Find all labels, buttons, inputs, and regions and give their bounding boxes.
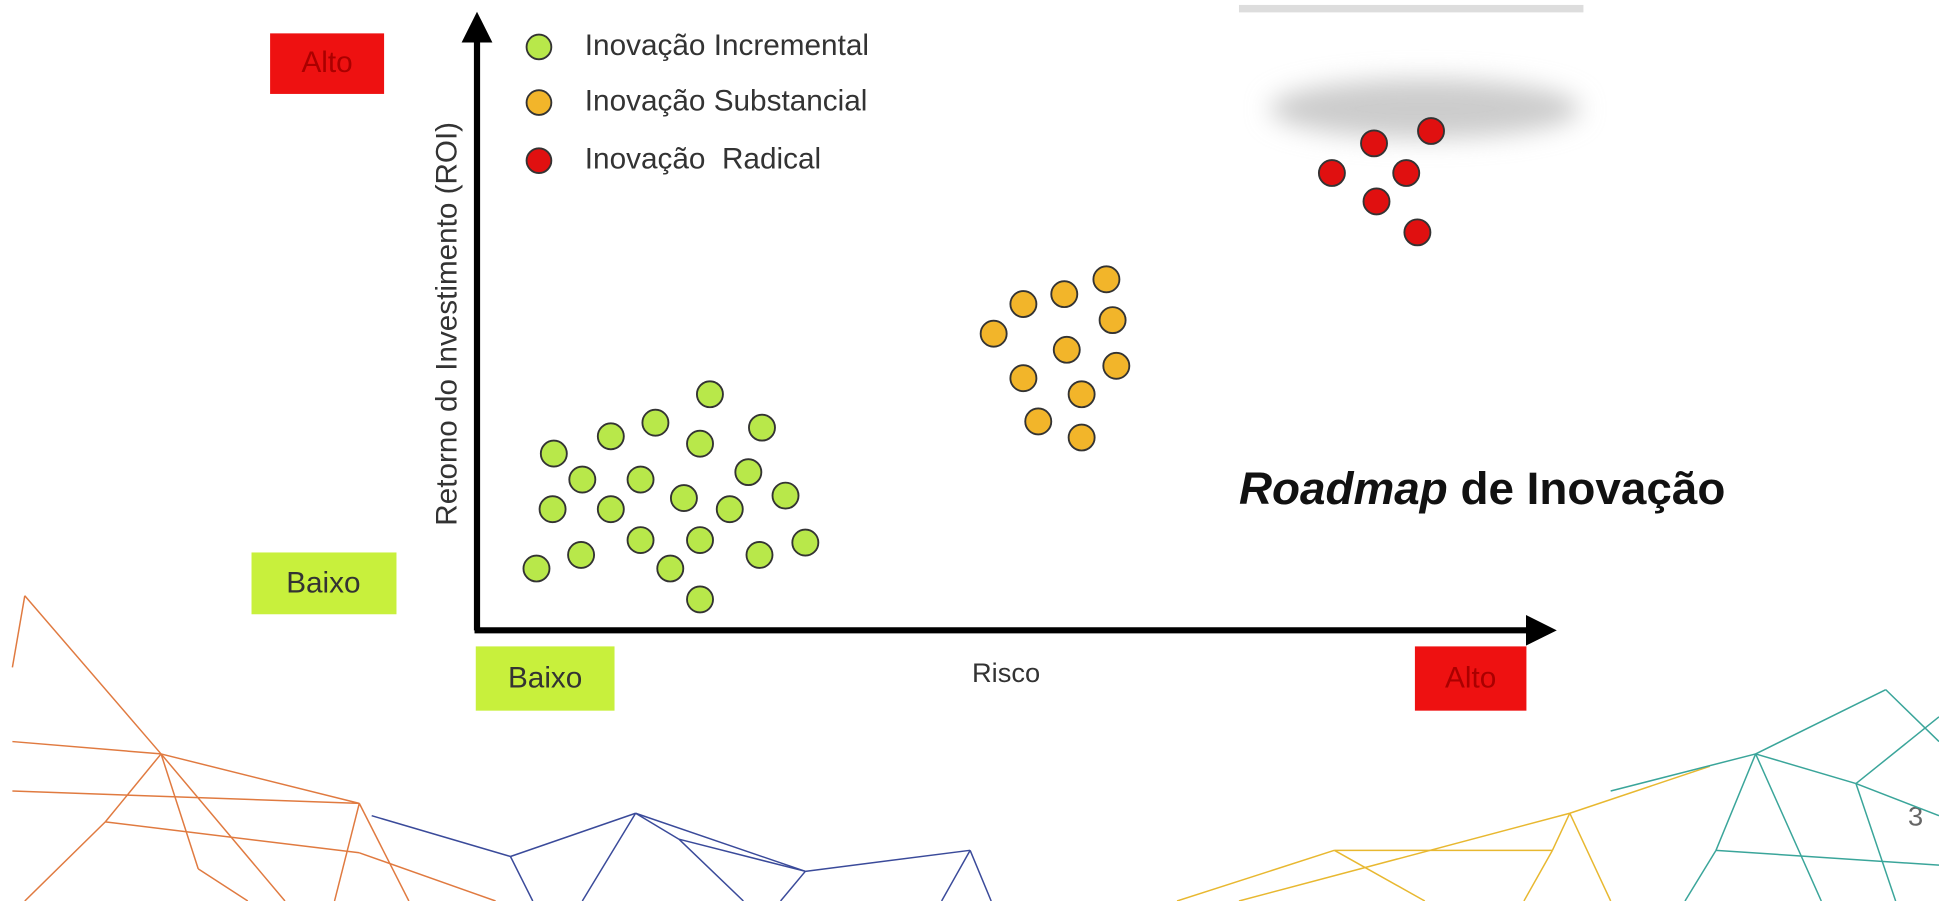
dot: [695, 380, 724, 409]
dot: [568, 465, 597, 494]
y-axis-label: Retorno do Investimento (ROI): [430, 122, 463, 526]
dot: [538, 495, 567, 524]
dot: [1362, 187, 1391, 216]
dot: [1067, 380, 1096, 409]
dot: [626, 465, 655, 494]
dot: [1417, 117, 1445, 145]
slide-title: Roadmap de Inovação: [1239, 463, 1725, 514]
dot: [1098, 306, 1127, 335]
dot: [567, 541, 596, 569]
decoration: [1610, 688, 1939, 901]
legend-label: Inovação Substancial: [585, 84, 868, 117]
dot: [1050, 280, 1079, 309]
dot: [596, 495, 625, 524]
title-rest: de Inovação: [1460, 463, 1725, 514]
dot: [771, 481, 800, 510]
x-low: Baixo: [508, 662, 582, 695]
high-box: [1414, 646, 1527, 711]
dot: [1317, 159, 1346, 187]
dot: [1009, 290, 1038, 318]
dot: [1067, 423, 1096, 452]
dot: [669, 484, 698, 512]
legend-label: Inovação Incremental: [585, 29, 869, 62]
y-low: Baixo: [286, 566, 360, 599]
dot: [715, 495, 744, 524]
legend-marker: [525, 89, 553, 116]
high-box: [270, 33, 385, 94]
artifact: [1238, 4, 1584, 13]
dot: [539, 439, 568, 468]
legend-label: Inovação Radical: [585, 143, 821, 176]
low-box: [475, 646, 615, 711]
dot: [979, 319, 1008, 348]
legend-marker: [525, 147, 553, 174]
artifact: [1269, 79, 1580, 139]
dot: [1102, 351, 1131, 380]
dot: [1092, 265, 1121, 294]
dot: [748, 413, 776, 442]
decoration: [371, 812, 992, 901]
dot: [1009, 364, 1038, 393]
dot: [1052, 335, 1081, 364]
x-axis-label: Risco: [972, 657, 1040, 688]
x-high: Alto: [1445, 662, 1496, 695]
dot: [1024, 407, 1053, 436]
title-italic: Roadmap: [1239, 463, 1448, 514]
dot: [522, 554, 551, 583]
dot: [1392, 159, 1421, 187]
dot: [1403, 218, 1432, 247]
dot: [1360, 129, 1388, 158]
dots: [522, 117, 1445, 614]
decoration: [1176, 765, 1711, 901]
dot: [745, 541, 774, 569]
dot: [656, 554, 685, 583]
y-high: Alto: [301, 46, 352, 79]
decoration: [11, 595, 496, 901]
dot: [641, 408, 670, 437]
dot: [791, 528, 820, 557]
low-box: [251, 552, 397, 615]
dot: [686, 429, 714, 458]
legend-marker: [525, 33, 553, 61]
dot: [626, 526, 655, 555]
dot: [734, 458, 763, 487]
dot: [686, 585, 714, 614]
dot: [596, 422, 625, 451]
dot: [686, 526, 714, 555]
